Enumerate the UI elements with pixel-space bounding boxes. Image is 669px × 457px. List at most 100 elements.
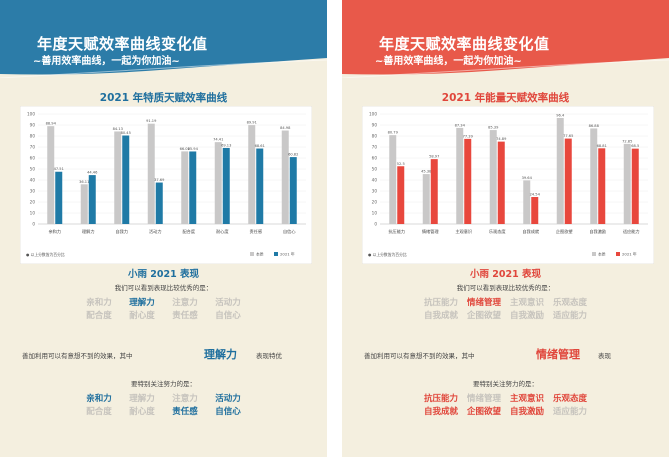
legend-label: 2021 年: [280, 252, 295, 257]
lead-highlight: 情绪管理: [536, 348, 580, 361]
data-label: 91.19: [146, 119, 157, 123]
data-label: 80.45: [121, 131, 131, 135]
data-label: 44.46: [87, 171, 98, 175]
lead-highlight: 理解力: [204, 348, 237, 361]
summary-title: 小雨 2021 表现: [127, 269, 200, 280]
legend-label: 2021 年: [622, 252, 637, 257]
bar-year: [464, 138, 472, 224]
y-tick-label: 90: [30, 123, 36, 128]
trait-label-highlight: 理解力: [129, 298, 155, 308]
header-banner: [342, 0, 669, 78]
bar-chart: 0 10 20 30 40 50 60 70 80 90 100 80.79 52.5 抗压能力 45.38…: [362, 106, 654, 264]
trait-label: 适应能力: [552, 407, 587, 417]
y-tick-label: 20: [372, 200, 378, 205]
bar-baseline: [456, 127, 464, 224]
bar-year: [598, 148, 606, 224]
bar-baseline: [47, 126, 55, 224]
bar-baseline: [590, 128, 598, 224]
bar-baseline: [489, 130, 497, 224]
grid-row: 配合度 耐心度 责任感 自信心: [0, 405, 327, 418]
trait-label: 责任感: [172, 311, 198, 321]
bar-baseline: [623, 143, 631, 224]
trait-label: 主观意识: [509, 298, 544, 308]
data-label: 86.88: [589, 124, 600, 128]
data-label: 68.61: [255, 144, 265, 148]
panel-energy: 年度天赋效率曲线变化值 ~善用效率曲线，一起为你加油~ 2021 年能量天赋效率…: [342, 0, 669, 457]
x-tick-label: 亲和力: [48, 228, 61, 235]
lead-prefix: 善加利用可以有意想不到的效果，其中: [364, 352, 475, 360]
x-tick-label: 理解力: [82, 228, 95, 235]
data-label: 89.91: [247, 121, 257, 125]
chart-background: [362, 106, 654, 264]
trait-label: 自信心: [215, 311, 241, 321]
trait-label: 情绪管理: [466, 394, 501, 404]
bar-year: [222, 147, 230, 224]
trait-label: 乐观态度: [552, 298, 587, 308]
bar-year: [256, 148, 264, 224]
x-tick-label: 自我成就: [522, 228, 540, 235]
y-tick-label: 50: [372, 167, 378, 172]
legend-swatch: [592, 252, 596, 256]
lead-suffix: 表现: [598, 352, 611, 360]
trait-label: 适应能力: [552, 311, 587, 321]
y-tick-label: 50: [30, 167, 36, 172]
y-tick-label: 100: [27, 112, 35, 117]
chart-background: [20, 106, 312, 264]
data-label: 65.94: [188, 147, 199, 151]
bar-year: [531, 197, 539, 224]
focus-grid: 抗压能力 情绪管理 主观意识 乐观态度 自我成就 企图欲望 自我激励 适应能力: [342, 392, 669, 418]
bar-baseline: [248, 125, 256, 224]
data-label: 96.4: [556, 113, 565, 117]
y-tick-label: 80: [372, 134, 378, 139]
trait-label: 耐心度: [129, 407, 155, 417]
trait-label-highlight: 活动力: [215, 394, 241, 404]
grid-row: 亲和力 理解力 注意力 活动力: [0, 296, 327, 309]
chart-footnote: ● 以上分数皆为百分比: [26, 252, 65, 257]
header-subtitle: ~善用效率曲线，一起为你加油~: [33, 56, 180, 67]
header-subtitle: ~善用效率曲线，一起为你加油~: [375, 56, 522, 67]
focus-grid: 亲和力 理解力 注意力 活动力 配合度 耐心度 责任感 自信心: [0, 392, 327, 418]
y-tick-label: 0: [374, 222, 377, 227]
trait-label: 配合度: [86, 311, 112, 321]
grid-row: 自我成就 企图欲望 自我激励 适应能力: [342, 309, 669, 322]
data-label: 74.89: [496, 137, 507, 141]
trait-label: 耐心度: [129, 311, 155, 321]
data-label: 84.13: [113, 127, 123, 131]
grid-row: 配合度 耐心度 责任感 自信心: [0, 309, 327, 322]
bar-year: [189, 151, 197, 224]
bar-year: [430, 159, 438, 224]
trait-label-highlight: 亲和力: [86, 394, 112, 404]
trait-label-highlight: 企图欲望: [466, 407, 501, 417]
x-tick-label: 乐观态度: [489, 228, 507, 235]
data-label: 80.79: [388, 131, 399, 135]
y-tick-label: 30: [30, 189, 36, 194]
bar-year: [155, 182, 163, 224]
data-label: 87.34: [455, 123, 466, 127]
data-label: 77.65: [563, 134, 573, 138]
trait-label: 注意力: [172, 298, 198, 308]
data-label: 88.94: [46, 122, 57, 126]
x-tick-label: 适应能力: [623, 228, 640, 235]
trait-label: 理解力: [129, 394, 155, 404]
trait-label-highlight: 自信心: [215, 407, 241, 417]
focus-intro: 要特别关注努力的是：: [473, 380, 538, 388]
bar-baseline: [147, 123, 155, 224]
grid-row: 抗压能力 情绪管理 主观意识 乐观态度: [342, 296, 669, 309]
legend-swatch: [274, 252, 278, 256]
grid-row: 亲和力 理解力 注意力 活动力: [0, 392, 327, 405]
trait-label: 抗压能力: [423, 298, 458, 308]
data-label: 52.5: [397, 162, 405, 166]
bar-baseline: [389, 135, 397, 224]
x-tick-label: 自我激励: [589, 228, 606, 235]
bar-year: [497, 141, 505, 224]
bar-baseline: [523, 180, 531, 224]
header-title: 年度天赋效率曲线变化值: [379, 35, 550, 53]
legend-swatch: [616, 252, 620, 256]
bar-baseline: [114, 131, 122, 224]
focus-intro: 要特别关注努力的是：: [131, 380, 196, 388]
y-tick-label: 60: [30, 156, 36, 161]
legend-swatch: [250, 252, 254, 256]
lead-sentence: 善加利用可以有意想不到的效果，其中 理解力 表现特优: [0, 346, 327, 362]
trait-label: 自我成就: [423, 311, 458, 321]
y-tick-label: 20: [30, 200, 36, 205]
